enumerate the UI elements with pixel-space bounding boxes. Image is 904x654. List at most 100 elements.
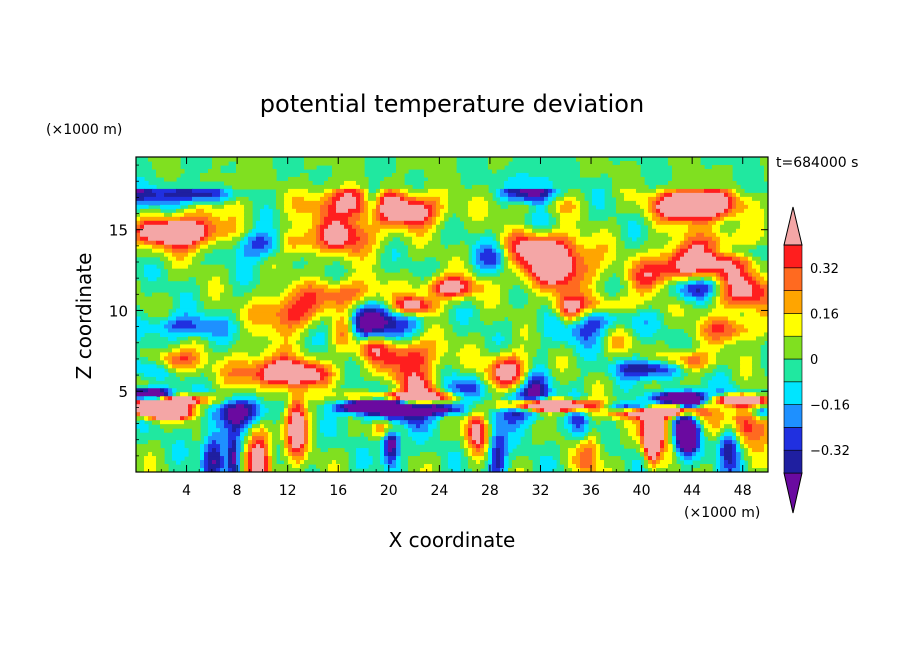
- field-cell: [336, 208, 349, 214]
- field-cell: [664, 420, 669, 425]
- field-cell: [688, 248, 705, 254]
- field-cell: [456, 316, 469, 322]
- field-cell: [740, 444, 745, 449]
- field-cell: [200, 236, 205, 242]
- field-cell: [348, 232, 357, 238]
- field-cell: [552, 336, 577, 342]
- field-cell: [500, 376, 513, 381]
- field-cell: [192, 412, 197, 417]
- field-cell: [440, 264, 449, 270]
- field-cell: [316, 464, 329, 469]
- field-cell: [664, 392, 669, 397]
- field-cell: [748, 204, 761, 210]
- field-cell: [356, 332, 361, 338]
- field-cell: [412, 428, 429, 433]
- field-cell: [156, 240, 165, 246]
- field-cell: [736, 456, 741, 461]
- field-cell: [304, 412, 309, 417]
- field-cell: [528, 404, 585, 409]
- field-cell: [344, 332, 349, 338]
- field-cell: [228, 428, 233, 433]
- field-cell: [628, 284, 633, 290]
- field-cell: [576, 220, 617, 226]
- field-cell: [280, 232, 285, 238]
- field-cell: [648, 232, 669, 238]
- field-cell: [636, 440, 641, 445]
- field-cell: [740, 268, 745, 274]
- field-cell: [656, 340, 665, 346]
- field-cell: [580, 308, 585, 314]
- field-cell: [168, 272, 229, 278]
- field-cell: [552, 300, 557, 306]
- field-cell: [264, 452, 269, 457]
- field-cell: [356, 352, 361, 357]
- field-cell: [292, 416, 305, 421]
- field-cell: [312, 448, 321, 453]
- field-cell: [528, 388, 541, 393]
- field-cell: [368, 192, 377, 198]
- field-cell: [684, 236, 689, 242]
- field-cell: [496, 400, 509, 405]
- field-cell: [392, 172, 405, 178]
- field-cell: [664, 456, 673, 461]
- field-cell: [232, 420, 241, 425]
- field-cell: [652, 208, 657, 214]
- field-cell: [740, 368, 753, 373]
- field-cell: [284, 400, 289, 405]
- field-cell: [160, 388, 165, 393]
- field-cell: [652, 200, 657, 206]
- field-cell: [408, 252, 469, 258]
- field-cell: [724, 456, 733, 461]
- field-cell: [676, 404, 681, 409]
- field-cell: [432, 380, 437, 385]
- field-cell: [204, 232, 209, 238]
- field-cell: [200, 396, 209, 401]
- field-cell: [616, 204, 641, 210]
- field-cell: [244, 448, 249, 453]
- field-cell: [680, 380, 701, 385]
- field-cell: [748, 376, 768, 381]
- field-cell: [492, 436, 497, 441]
- field-cell: [248, 312, 277, 318]
- field-cell: [308, 188, 325, 194]
- field-cell: [400, 364, 421, 369]
- field-cell: [536, 272, 569, 278]
- field-cell: [708, 316, 729, 322]
- field-cell: [428, 228, 437, 234]
- field-cell: [528, 260, 573, 266]
- field-cell: [480, 416, 485, 421]
- field-cell: [256, 400, 261, 405]
- field-cell: [332, 376, 341, 381]
- field-cell: [584, 336, 589, 342]
- field-cell: [156, 192, 165, 198]
- field-cell: [136, 284, 141, 290]
- field-cell: [648, 236, 673, 242]
- field-cell: [660, 460, 673, 465]
- field-cell: [440, 284, 465, 290]
- field-cell: [400, 368, 421, 373]
- field-cell: [404, 372, 413, 377]
- field-cell: [540, 456, 553, 461]
- field-cell: [164, 212, 173, 218]
- field-cell: [524, 268, 529, 274]
- field-cell: [640, 444, 645, 449]
- field-cell: [192, 384, 205, 389]
- field-cell: [676, 412, 681, 417]
- field-cell: [728, 300, 768, 306]
- field-cell: [156, 464, 169, 469]
- field-cell: [388, 456, 397, 461]
- field-cell: [236, 272, 253, 278]
- field-cell: [500, 448, 505, 453]
- field-cell: [360, 212, 369, 218]
- field-cell: [372, 360, 385, 365]
- field-cell: [708, 288, 713, 294]
- field-cell: [376, 260, 381, 266]
- field-cell: [596, 280, 605, 286]
- field-cell: [284, 404, 289, 409]
- field-cell: [652, 392, 661, 397]
- field-cell: [704, 416, 725, 421]
- field-cell: [312, 428, 317, 433]
- field-cell: [408, 228, 429, 234]
- field-cell: [752, 256, 761, 262]
- field-cell: [544, 376, 549, 381]
